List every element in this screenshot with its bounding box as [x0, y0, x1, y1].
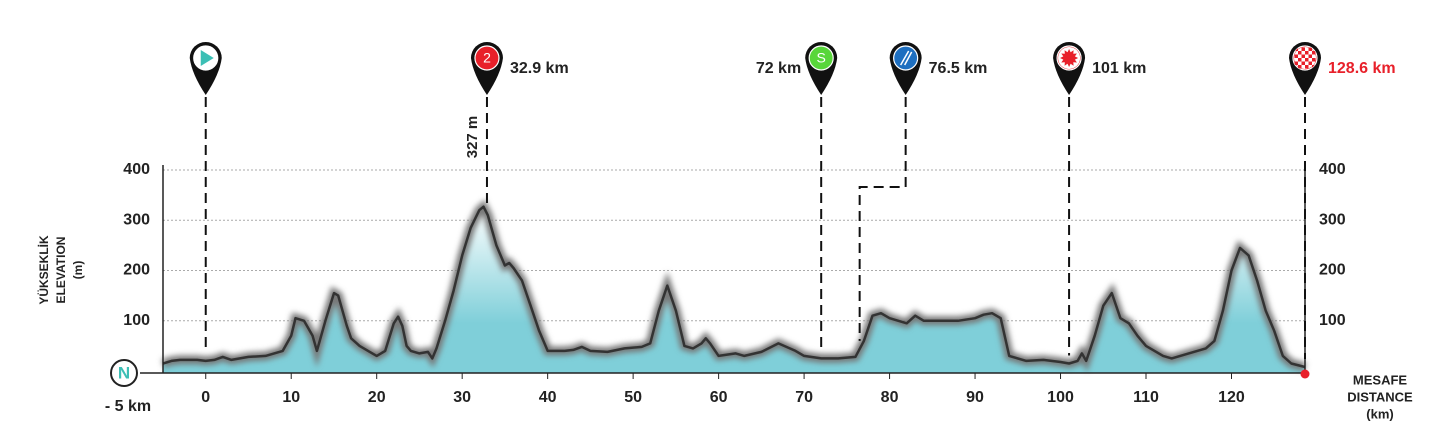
pin-face [893, 45, 919, 71]
y-tick-label: 400 [1319, 161, 1346, 178]
pin-symbol: S [817, 50, 826, 66]
waypoint-label: 101 km [1092, 60, 1146, 77]
checker-square [1298, 58, 1302, 62]
checker-square [1305, 65, 1309, 69]
x-tick-label: 80 [881, 389, 899, 406]
checker-square [1301, 54, 1305, 58]
x-axis-label-line: DISTANCE [1347, 389, 1413, 404]
x-tick-label: 110 [1133, 389, 1159, 406]
pin-icon [1060, 49, 1079, 67]
pin-icon [200, 50, 214, 66]
y-tick-label: 100 [1319, 312, 1346, 329]
checker-square [1308, 54, 1312, 58]
x-tick-label: 30 [453, 389, 471, 406]
waypoint: S 72 km [756, 42, 838, 351]
finish-dot [1300, 369, 1310, 379]
y-tick-label: 300 [1319, 211, 1346, 228]
x-axis-label-line: MESAFE [1353, 372, 1408, 387]
x-tick-label: 50 [624, 389, 642, 406]
x-tick-label: 70 [795, 389, 813, 406]
waypoint-label: 72 km [756, 60, 801, 77]
checker-square [1298, 65, 1302, 69]
checker-square [1298, 51, 1302, 55]
pin-icon [900, 50, 910, 66]
waypoint [189, 42, 222, 353]
y-tick-label: 200 [1319, 262, 1346, 279]
x-tick-label: 60 [710, 389, 728, 406]
y-tick-label: 100 [123, 312, 150, 329]
checker-square [1308, 61, 1312, 65]
area-fill [163, 206, 1305, 373]
checker-square [1294, 61, 1298, 65]
x-tick-label: 40 [539, 389, 557, 406]
checker-square [1301, 47, 1305, 51]
y-tick-label: 200 [123, 262, 150, 279]
y-axis-label-line: ELEVATION [54, 237, 68, 304]
pin-symbol: 2 [483, 50, 491, 66]
y-axis-label-line: (m) [71, 261, 85, 280]
waypoint: 128.6 km [1289, 42, 1396, 359]
waypoint-label: 32.9 km [510, 60, 569, 77]
x-axis-label-line: (km) [1366, 406, 1393, 421]
checker-square [1294, 54, 1298, 58]
y-axis-label-line: YÜKSEKLİK [36, 235, 51, 305]
pin-face [808, 45, 834, 71]
waypoint-label: 76.5 km [929, 60, 988, 77]
peak-label: 327 m [464, 116, 481, 159]
checker-square [1305, 58, 1309, 62]
elevation-line [162, 205, 1306, 369]
x-tick-label: 90 [966, 389, 984, 406]
x-tick-label: 10 [282, 389, 300, 406]
pin-icon [903, 51, 913, 66]
checker [1294, 47, 1316, 69]
start-badge [110, 359, 138, 387]
waypoint: 2 32.9 km 327 m [464, 42, 569, 206]
checker-square [1312, 58, 1316, 62]
pin-face [474, 45, 500, 71]
waypoint-label: 128.6 km [1328, 60, 1396, 77]
y-tick-label: 400 [123, 161, 150, 178]
x-tick-label: 120 [1218, 389, 1245, 406]
x-tick-label: 0 [201, 389, 210, 406]
waypoint: 101 km [1053, 42, 1146, 356]
start-symbol: N [118, 363, 130, 382]
y-axis-label: YÜKSEKLİK ELEVATION (m) [36, 235, 85, 305]
y-tick-label: 300 [123, 211, 150, 228]
checker-square [1305, 51, 1309, 55]
waypoint-line [858, 97, 907, 341]
checker-square [1308, 47, 1312, 51]
x-tick-label: 20 [368, 389, 386, 406]
waypoint: 76.5 km [858, 42, 988, 341]
checker-square [1312, 51, 1316, 55]
start-label: - 5 km [105, 398, 151, 415]
x-tick-label: 100 [1047, 389, 1074, 406]
checker-square [1301, 61, 1305, 65]
